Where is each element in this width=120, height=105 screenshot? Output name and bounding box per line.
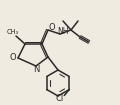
- Text: O: O: [49, 22, 55, 32]
- Text: CH₃: CH₃: [7, 29, 19, 35]
- Text: NH: NH: [57, 26, 69, 35]
- Text: Cl: Cl: [55, 94, 63, 103]
- Text: O: O: [10, 52, 16, 62]
- Text: N: N: [33, 66, 39, 75]
